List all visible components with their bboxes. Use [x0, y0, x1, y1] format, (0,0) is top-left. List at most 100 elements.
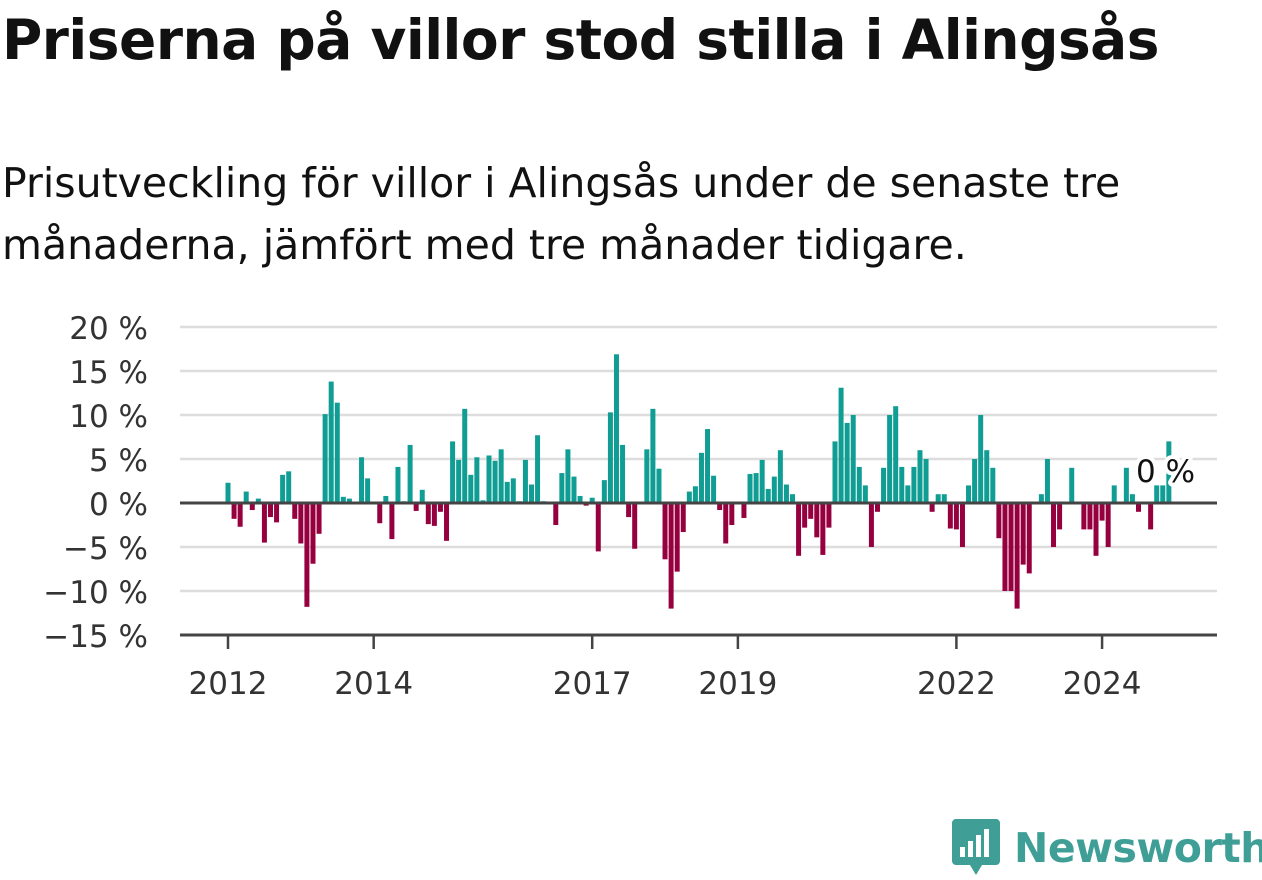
bar [243, 491, 249, 503]
bar [947, 503, 953, 529]
bar [881, 467, 887, 503]
bar [431, 503, 437, 526]
bar [723, 503, 729, 544]
bar [850, 415, 856, 503]
bar [1081, 503, 1087, 530]
bar [601, 480, 607, 503]
bar [1105, 503, 1111, 547]
bar [437, 503, 443, 512]
bar [280, 474, 286, 503]
y-tick-label: 20 % [69, 311, 148, 347]
chart-subtitle: Prisutveckling för villor i Alingsås und… [2, 159, 1121, 269]
bar [1051, 503, 1057, 547]
bar [395, 466, 401, 503]
bar [286, 471, 292, 503]
chart-title: Priserna på villor stod stilla i Alingså… [2, 8, 1160, 72]
bar [346, 498, 352, 503]
y-tick-label: 0 % [89, 487, 148, 523]
bar [1166, 441, 1172, 503]
bar [826, 503, 832, 528]
bar [474, 457, 480, 503]
bar [274, 503, 280, 523]
bar [899, 466, 905, 503]
bar [456, 459, 462, 503]
gridlines [180, 325, 1217, 593]
bar [662, 503, 668, 560]
bar [838, 387, 844, 503]
bar [996, 503, 1002, 539]
bar [1020, 503, 1026, 565]
bar [893, 406, 899, 503]
bar [328, 381, 334, 503]
bar [595, 503, 601, 552]
bar [668, 503, 674, 609]
bar [935, 494, 941, 503]
bar [941, 494, 947, 503]
bar [419, 489, 425, 503]
bar [1002, 503, 1008, 591]
bar [887, 415, 893, 503]
bar [1148, 503, 1154, 530]
bar [777, 450, 783, 503]
y-axis-ticks: 20 % 15 % 10 % 5 % 0 % −5 % −10 % −15 % [43, 311, 148, 655]
bar [231, 503, 237, 519]
bar [1008, 503, 1014, 591]
y-tick-label: −5 % [63, 531, 148, 567]
bar [613, 354, 619, 503]
bar [310, 503, 316, 564]
bar [832, 441, 838, 503]
bar [868, 503, 874, 547]
bar [255, 498, 261, 503]
bar [535, 435, 541, 503]
bar [249, 503, 255, 511]
bar [577, 495, 583, 503]
bar [771, 476, 777, 503]
annotations: 0 % [1132, 450, 1199, 494]
bar [953, 503, 959, 530]
bar [468, 474, 474, 503]
bar [1057, 503, 1063, 530]
bar [711, 475, 717, 503]
bar [486, 455, 492, 503]
bar [261, 503, 267, 543]
bar [862, 485, 868, 503]
bar [267, 503, 273, 518]
bar [990, 467, 996, 503]
y-tick-label: −10 % [43, 575, 148, 611]
bar [462, 408, 468, 503]
bar [589, 497, 595, 503]
bar [705, 429, 711, 503]
bar [966, 485, 972, 503]
bar [656, 468, 662, 503]
bar [759, 459, 765, 503]
bar [365, 478, 371, 503]
bar [504, 481, 510, 503]
x-axis-ticks: 2012 2014 2017 2019 2022 2024 [189, 635, 1142, 702]
bar [322, 414, 328, 503]
bar [674, 503, 680, 572]
bar [340, 496, 346, 503]
y-tick-label: 5 % [89, 443, 148, 479]
bar [808, 503, 814, 519]
bar [1136, 503, 1141, 512]
bar [1111, 485, 1117, 503]
bar [923, 459, 929, 503]
bar [334, 402, 340, 503]
y-tick-label: −15 % [43, 619, 148, 655]
bar [304, 503, 310, 607]
bar [844, 422, 850, 503]
bar [1087, 503, 1093, 530]
bar [292, 503, 298, 519]
x-tick-label: 2024 [1063, 666, 1142, 702]
bar [978, 415, 984, 503]
bar [559, 473, 565, 503]
bar [917, 450, 923, 503]
bar [765, 488, 771, 503]
bar [632, 503, 638, 549]
x-tick-label: 2017 [553, 666, 632, 702]
last-value-label: 0 % [1136, 454, 1195, 490]
bar [972, 459, 978, 503]
bar [753, 473, 759, 503]
bar [698, 452, 704, 503]
